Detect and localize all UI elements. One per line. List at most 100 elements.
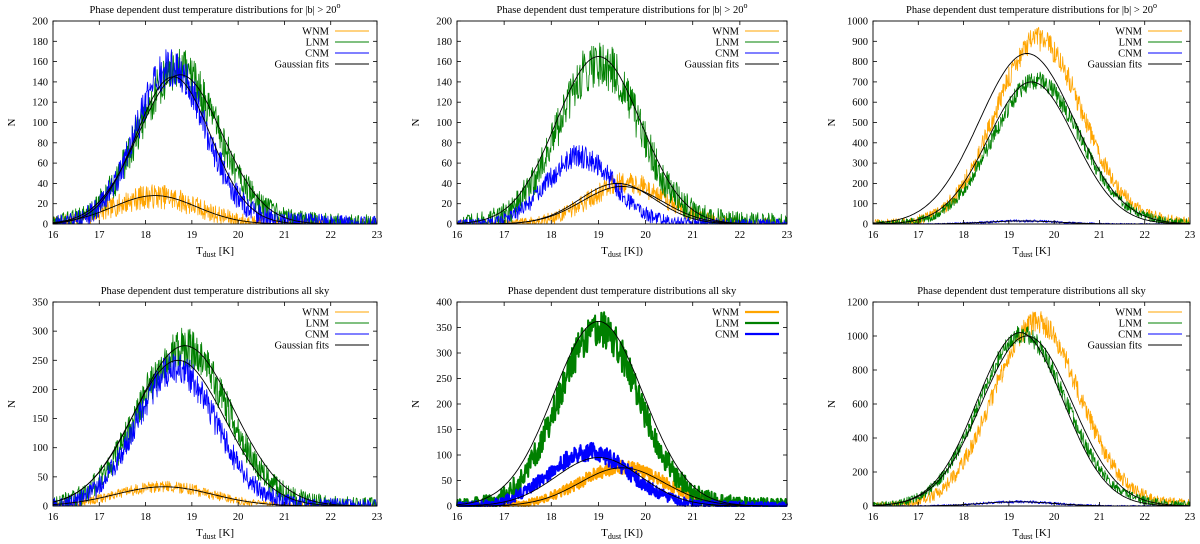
y-tick-label: 600 [852, 98, 868, 109]
x-tick-label: 23 [782, 230, 793, 241]
legend-label-lnm: LNM [1119, 38, 1143, 49]
y-axis-label: N [410, 400, 422, 408]
y-axis-label: N [6, 400, 18, 408]
x-tick-label: 21 [687, 230, 698, 241]
y-tick-label: 0 [447, 502, 452, 513]
legend-label-lnm: LNM [306, 319, 330, 330]
y-tick-label: 0 [447, 220, 452, 231]
y-tick-label: 400 [852, 138, 868, 149]
y-tick-label: 700 [852, 77, 868, 88]
series-lnm-line [873, 71, 1191, 225]
chart-title: Phase dependent dust temperature distrib… [497, 1, 748, 16]
x-axis-label: Tdust [K]) [601, 527, 643, 541]
y-tick-label: 0 [43, 502, 48, 513]
x-tick-label: 23 [372, 512, 383, 523]
y-tick-label: 150 [32, 414, 48, 425]
x-tick-label: 16 [868, 230, 879, 241]
chart-panel-bottom-left: Phase dependent dust temperature distrib… [6, 286, 382, 541]
x-axis-label: Tdust [K] [1012, 527, 1050, 541]
y-tick-label: 80 [442, 138, 453, 149]
chart-title: Phase dependent dust temperature distrib… [90, 1, 341, 16]
chart-panel-top-middle: Phase dependent dust temperature distrib… [410, 1, 792, 259]
x-tick-label: 22 [1139, 512, 1150, 523]
y-tick-label: 100 [436, 451, 452, 462]
legend-label-lnm: LNM [306, 38, 330, 49]
y-tick-label: 150 [436, 425, 452, 436]
series-cnm-line [52, 49, 377, 225]
x-tick-label: 20 [233, 512, 244, 523]
x-tick-label: 16 [48, 230, 59, 241]
gaussian-fit-lnm-line [873, 81, 1190, 225]
y-tick-label: 50 [442, 476, 453, 487]
y-tick-label: 40 [38, 179, 49, 190]
gaussian-fit-wnm-line [457, 467, 787, 507]
chart-panel-bottom-middle: Phase dependent dust temperature distrib… [410, 286, 792, 541]
x-tick-label: 17 [913, 230, 924, 241]
x-tick-label: 19 [593, 230, 604, 241]
x-tick-label: 22 [325, 230, 336, 241]
legend-label-lnm: LNM [716, 38, 740, 49]
y-tick-label: 350 [436, 323, 452, 334]
y-tick-label: 400 [436, 298, 452, 309]
y-tick-label: 160 [436, 57, 452, 68]
x-axis-label: Tdust [K] [196, 527, 234, 541]
chart-title: Phase dependent dust temperature distrib… [906, 1, 1157, 16]
y-axis-label: N [6, 118, 18, 126]
y-tick-label: 1000 [847, 17, 868, 28]
y-tick-label: 200 [436, 17, 452, 28]
y-tick-label: 0 [863, 502, 868, 513]
y-tick-label: 60 [38, 159, 49, 170]
y-tick-label: 100 [32, 118, 48, 129]
y-tick-label: 200 [32, 385, 48, 396]
y-tick-label: 900 [852, 37, 868, 48]
x-tick-label: 16 [452, 512, 463, 523]
y-tick-label: 300 [436, 349, 452, 360]
y-tick-label: 100 [32, 443, 48, 454]
x-tick-label: 21 [687, 512, 698, 523]
gaussian-fit-lnm-line [456, 56, 787, 225]
x-tick-label: 16 [868, 512, 879, 523]
legend-label-gaussian-fits: Gaussian fits [274, 60, 329, 71]
x-tick-label: 18 [958, 230, 969, 241]
legend-label-gaussian-fits: Gaussian fits [1087, 341, 1142, 352]
gaussian-fit-wnm-line [872, 335, 1190, 507]
x-tick-label: 23 [1185, 230, 1196, 241]
x-tick-label: 18 [546, 512, 557, 523]
y-axis-label: N [826, 118, 838, 126]
x-tick-label: 19 [1004, 230, 1015, 241]
y-tick-label: 120 [436, 98, 452, 109]
y-tick-label: 400 [852, 434, 868, 445]
chart-title: Phase dependent dust temperature distrib… [101, 286, 330, 297]
y-tick-label: 180 [32, 37, 48, 48]
legend-label-wnm: WNM [302, 308, 329, 319]
y-tick-label: 20 [442, 199, 453, 210]
gaussian-fit-lnm-line [872, 332, 1190, 507]
legend-label-wnm: WNM [1115, 308, 1142, 319]
x-axis-label: Tdust [K] [196, 245, 234, 259]
x-tick-label: 19 [593, 512, 604, 523]
x-tick-label: 19 [187, 230, 198, 241]
y-tick-label: 500 [852, 118, 868, 129]
y-axis-label: N [410, 118, 422, 126]
y-tick-label: 0 [43, 220, 48, 231]
x-tick-label: 21 [1094, 512, 1105, 523]
x-axis-label: Tdust [K]) [601, 245, 643, 259]
x-tick-label: 20 [1049, 230, 1060, 241]
x-tick-label: 19 [1004, 512, 1015, 523]
chart-title: Phase dependent dust temperature distrib… [917, 286, 1146, 297]
y-tick-label: 180 [436, 37, 452, 48]
y-tick-label: 160 [32, 57, 48, 68]
x-tick-label: 22 [735, 512, 746, 523]
y-tick-label: 60 [442, 159, 453, 170]
x-tick-label: 16 [452, 230, 463, 241]
y-tick-label: 300 [32, 327, 48, 338]
chart-panel-top-right: Phase dependent dust temperature distrib… [826, 1, 1195, 259]
x-tick-label: 23 [1185, 512, 1196, 523]
x-tick-label: 22 [325, 512, 336, 523]
y-axis-label: N [826, 400, 838, 408]
legend-label-gaussian-fits: Gaussian fits [1087, 60, 1142, 71]
